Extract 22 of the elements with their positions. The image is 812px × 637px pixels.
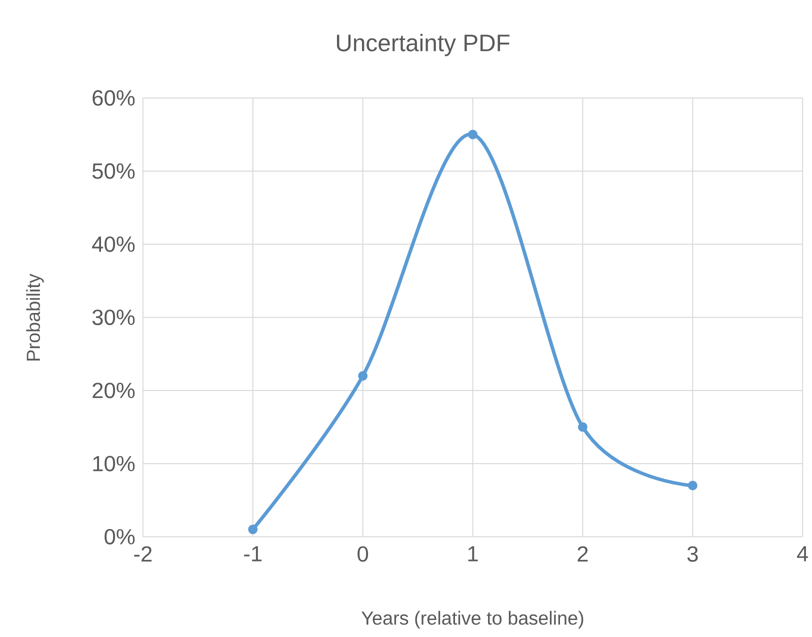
x-axis-title: Years (relative to baseline) xyxy=(362,611,584,629)
x-tick-label: 1 xyxy=(468,546,478,562)
x-tick-label: -1 xyxy=(244,546,262,562)
y-tick-label: 50% xyxy=(92,163,135,179)
x-tick-label: -2 xyxy=(134,546,152,562)
y-tick-label: 60% xyxy=(92,90,135,106)
x-tick-label: 4 xyxy=(797,546,808,562)
chart-title: Uncertainty PDF xyxy=(336,34,510,56)
point xyxy=(468,130,478,140)
x-tick-label: 2 xyxy=(578,546,588,562)
y-tick-label: 30% xyxy=(92,310,135,326)
y-axis-title: Probability xyxy=(26,274,44,361)
point xyxy=(358,371,368,381)
point xyxy=(248,524,258,534)
point xyxy=(688,480,698,490)
x-tick-label: 3 xyxy=(687,546,698,562)
x-tick-label: 0 xyxy=(358,546,368,562)
y-tick-label: 40% xyxy=(92,236,135,252)
y-tick-label: 0% xyxy=(104,529,135,545)
y-tick-label: 10% xyxy=(93,456,135,472)
y-tick-label: 20% xyxy=(92,382,135,398)
point xyxy=(578,422,588,432)
